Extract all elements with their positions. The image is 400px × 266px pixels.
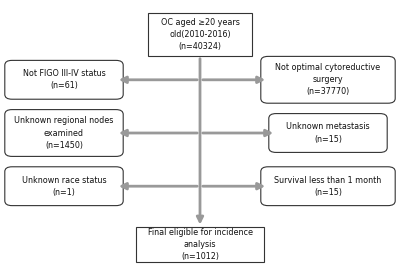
Text: Unknown regional nodes
examined
(n=1450): Unknown regional nodes examined (n=1450) — [14, 116, 114, 150]
FancyBboxPatch shape — [269, 114, 387, 152]
Text: Survival less than 1 month
(n=15): Survival less than 1 month (n=15) — [274, 176, 382, 197]
FancyBboxPatch shape — [5, 110, 123, 156]
Text: Unknown metastasis
(n=15): Unknown metastasis (n=15) — [286, 122, 370, 144]
Text: Unknown race status
(n=1): Unknown race status (n=1) — [22, 176, 106, 197]
FancyBboxPatch shape — [5, 167, 123, 206]
Text: Not optimal cytoreductive
surgery
(n=37770): Not optimal cytoreductive surgery (n=377… — [276, 63, 380, 97]
FancyBboxPatch shape — [261, 167, 395, 206]
Text: OC aged ≥20 years
old(2010-2016)
(n=40324): OC aged ≥20 years old(2010-2016) (n=4032… — [160, 18, 240, 51]
FancyBboxPatch shape — [148, 13, 252, 56]
Text: Final eligible for incidence
analysis
(n=1012): Final eligible for incidence analysis (n… — [148, 228, 252, 261]
FancyBboxPatch shape — [136, 227, 264, 262]
FancyBboxPatch shape — [5, 60, 123, 99]
FancyBboxPatch shape — [261, 56, 395, 103]
Text: Not FIGO III-IV status
(n=61): Not FIGO III-IV status (n=61) — [23, 69, 105, 90]
